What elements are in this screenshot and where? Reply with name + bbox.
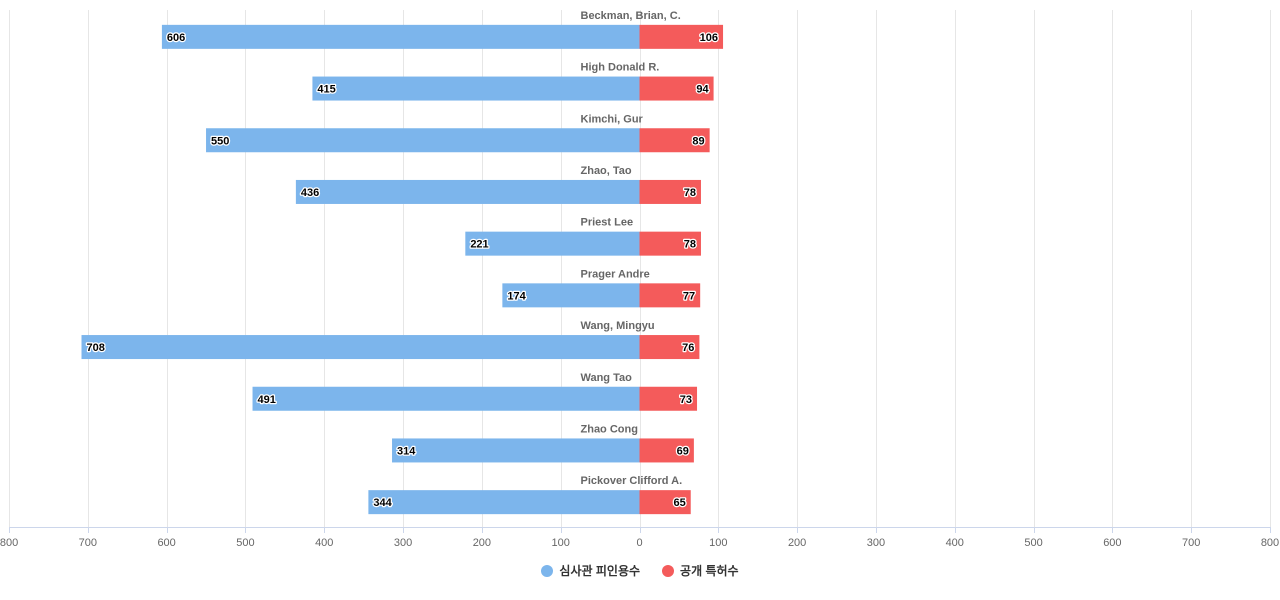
bar-patents[interactable] — [639, 179, 701, 204]
x-tick-label: 800 — [1261, 537, 1279, 549]
x-axis: 800 700 600 500 400 300 200 100 0 100 200 300 400 500… — [0, 527, 1279, 549]
data-label-patents: 69 — [677, 445, 689, 457]
bar-patents[interactable] — [639, 76, 714, 101]
data-label-citations: 415 — [317, 84, 335, 96]
x-tick-label: 100 — [552, 537, 570, 549]
x-tick-label: 200 — [473, 537, 491, 549]
bar-citations[interactable] — [368, 490, 640, 515]
category-label: Wang Tao — [581, 372, 633, 384]
legend-item-citations[interactable]: 심사관 피인용수 — [541, 562, 640, 579]
data-label-patents: 78 — [684, 239, 696, 251]
category-label: Zhao Cong — [581, 423, 638, 435]
category-label: Zhao, Tao — [581, 165, 632, 177]
bar-citations[interactable] — [392, 438, 640, 463]
x-tick-label: 300 — [394, 537, 412, 549]
bar-citations[interactable] — [502, 283, 640, 308]
x-tick-label: 0 — [636, 537, 642, 549]
data-label-citations: 491 — [258, 394, 276, 406]
bars — [81, 24, 724, 515]
category-label: Wang, Mingyu — [581, 320, 655, 332]
x-tick-label: 500 — [236, 537, 254, 549]
data-label-patents: 77 — [683, 290, 695, 302]
data-label-patents: 94 — [696, 84, 709, 96]
data-label-patents: 73 — [680, 394, 692, 406]
bar-patents[interactable] — [639, 283, 701, 308]
data-label-citations: 314 — [397, 445, 416, 457]
data-label-citations: 174 — [507, 290, 526, 302]
data-label-citations: 606 — [167, 32, 185, 44]
bar-citations[interactable] — [295, 179, 640, 204]
data-label-patents: 89 — [692, 135, 704, 147]
data-label-citations: 221 — [470, 239, 488, 251]
bar-patents[interactable] — [639, 335, 700, 360]
bar-citations[interactable] — [465, 231, 640, 256]
x-tick-label: 600 — [157, 537, 175, 549]
data-label-citations: 708 — [87, 342, 105, 354]
x-tick-label: 300 — [867, 537, 885, 549]
bar-citations[interactable] — [312, 76, 640, 101]
category-label: High Donald R. — [581, 62, 660, 74]
data-label-patents: 65 — [673, 497, 685, 509]
bar-patents[interactable] — [639, 438, 694, 463]
data-label-patents: 106 — [700, 32, 718, 44]
bar-citations[interactable] — [252, 386, 640, 411]
x-tick-label: 700 — [79, 537, 97, 549]
legend-label: 공개 특허수 — [680, 564, 739, 578]
legend-label: 심사관 피인용수 — [559, 564, 641, 578]
bar-patents[interactable] — [639, 128, 710, 153]
x-tick-label: 200 — [788, 537, 806, 549]
data-label-patents: 76 — [682, 342, 694, 354]
data-label-citations: 550 — [211, 135, 229, 147]
category-label: Pickover Clifford A. — [581, 475, 683, 487]
bar-patents[interactable] — [639, 231, 701, 256]
x-tick-label: 400 — [946, 537, 964, 549]
legend-marker — [541, 564, 554, 577]
data-label-citations: 344 — [373, 497, 392, 509]
category-label: Prager Andre — [581, 268, 650, 280]
data-label-patents: 78 — [684, 187, 696, 199]
bar-citations[interactable] — [81, 335, 640, 360]
x-tick-label: 100 — [709, 537, 727, 549]
legend-marker — [662, 564, 675, 577]
data-label-citations: 436 — [301, 187, 319, 199]
bar-citations[interactable] — [161, 24, 640, 49]
labels: Beckman, Brian, C. 606 106 High Donald R. 41… — [85, 10, 719, 511]
x-tick-label: 700 — [1182, 537, 1200, 549]
x-tick-label: 500 — [1024, 537, 1042, 549]
bar-patents[interactable] — [639, 386, 698, 411]
category-label: Priest Lee — [581, 217, 634, 229]
bar-patents[interactable] — [639, 24, 724, 49]
x-tick-label: 400 — [315, 537, 333, 549]
category-label: Beckman, Brian, C. — [581, 10, 681, 22]
x-tick-label: 800 — [0, 537, 18, 549]
legend-item-patents[interactable]: 공개 특허수 — [662, 562, 739, 579]
bar-citations[interactable] — [206, 128, 640, 153]
category-label: Kimchi, Gur — [581, 113, 644, 125]
bar-patents[interactable] — [639, 490, 691, 515]
legend: 심사관 피인용수 공개 특허수 — [0, 562, 1280, 579]
x-tick-label: 600 — [1103, 537, 1121, 549]
